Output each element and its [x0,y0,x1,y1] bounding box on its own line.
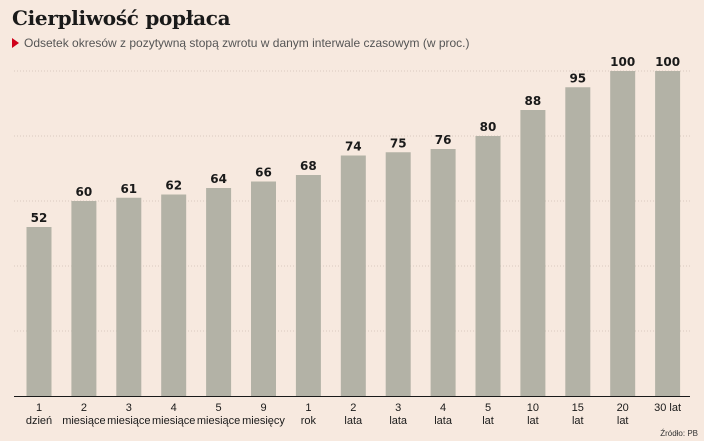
x-tick-label-line2: lat [527,415,539,427]
source-note: Źródło: PB [660,429,698,438]
x-tick-label: 2 [350,402,356,414]
bar [295,175,321,396]
x-tick-label-line2: miesięcy [242,415,285,427]
bar [520,110,546,396]
bar [655,71,681,396]
data-label: 52 [31,211,48,225]
data-label: 74 [345,140,362,154]
data-label: 62 [165,179,182,193]
x-tick-label-line2: miesiące [152,415,195,427]
data-label: 60 [76,185,93,199]
x-tick-label: 4 [440,402,446,414]
bar [71,201,97,396]
x-tick-label: 1 [305,402,311,414]
x-axis-tick-labels: 1dzień2miesiące3miesiące4miesiące5miesią… [26,402,681,427]
x-tick-label: 30 lat [654,402,681,414]
x-tick-label: 9 [260,402,266,414]
bar [475,136,501,396]
bar [340,155,366,396]
x-tick-label: 5 [485,402,491,414]
data-label: 64 [210,172,227,186]
bar [251,181,276,396]
x-tick-label-line2: rok [301,415,317,427]
bar [161,194,187,396]
data-label: 100 [655,55,680,69]
x-tick-label: 10 [527,402,539,414]
bar [565,87,591,396]
triangle-marker-icon [12,38,19,48]
x-tick-label-line2: lata [434,415,453,427]
chart-title: Cierpliwość popłaca [12,6,231,30]
x-tick-label: 15 [572,402,584,414]
bar [206,188,232,396]
x-tick-label: 20 [617,402,629,414]
data-label: 76 [435,133,452,147]
x-tick-label: 3 [126,402,132,414]
x-tick-label-line2: miesiące [62,415,105,427]
bar [116,197,142,396]
bar [385,152,411,396]
chart-subtitle-text: Odsetek okresów z pozytywną stopą zwrotu… [24,36,470,50]
data-label: 75 [390,136,407,150]
x-tick-label: 2 [81,402,87,414]
x-tick-label-line2: miesiące [107,415,150,427]
x-tick-label: 1 [36,402,42,414]
data-label: 100 [610,55,635,69]
data-label: 61 [120,182,137,196]
data-label: 80 [480,120,497,134]
data-label: 68 [300,159,317,173]
x-tick-label: 4 [171,402,177,414]
x-tick-label-line2: lat [572,415,584,427]
x-tick-label-line2: miesiące [197,415,240,427]
x-tick-label-line2: dzień [26,415,52,427]
x-tick-label: 5 [216,402,222,414]
chart-subtitle: Odsetek okresów z pozytywną stopą zwrotu… [12,36,470,50]
x-tick-label-line2: lat [482,415,494,427]
bar [26,227,52,396]
data-label: 66 [255,166,272,180]
x-tick-label-line2: lat [617,415,629,427]
x-tick-label-line2: lata [389,415,408,427]
data-label: 95 [569,71,586,85]
data-labels: 52 60 61 62 64 66 68 74 75 76 80 88 95 100 100 [31,55,680,225]
bars [26,71,681,396]
bar [610,71,636,396]
x-tick-label-line2: lata [344,415,363,427]
x-tick-label: 3 [395,402,401,414]
data-label: 88 [525,94,542,108]
bar [430,149,456,396]
